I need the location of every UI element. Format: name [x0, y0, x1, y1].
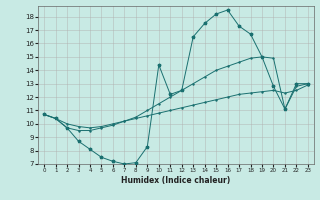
X-axis label: Humidex (Indice chaleur): Humidex (Indice chaleur) — [121, 176, 231, 185]
